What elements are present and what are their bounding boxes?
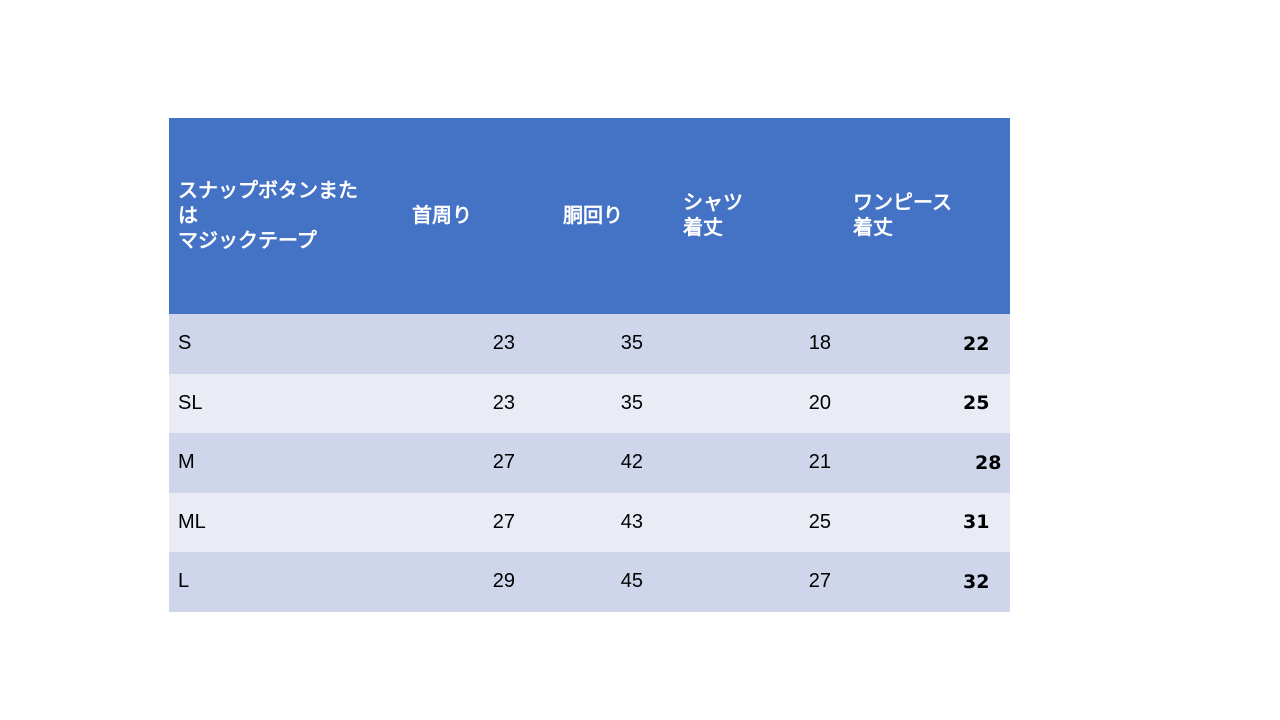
header-shirt-length: シャツ 着丈 — [683, 192, 743, 239]
cell-shirt-length: 27 — [808, 570, 831, 593]
cell-dress-length: 31 — [963, 511, 990, 534]
table-row: L 29 45 27 32 — [169, 552, 1010, 612]
cell-waist: 45 — [620, 570, 643, 593]
cell-size: M — [178, 451, 195, 474]
table-row: ML 27 43 25 31 — [169, 492, 1010, 552]
cell-waist: 42 — [620, 451, 643, 474]
cell-neck: 29 — [492, 570, 515, 593]
cell-dress-length: 22 — [963, 332, 990, 355]
cell-shirt-length: 25 — [808, 510, 831, 533]
cell-dress-length: 28 — [975, 451, 1002, 474]
cell-waist: 35 — [620, 391, 643, 414]
cell-neck: 27 — [492, 510, 515, 533]
table-row: M 27 42 21 28 — [169, 433, 1010, 493]
cell-neck: 27 — [492, 451, 515, 474]
cell-neck: 23 — [492, 391, 515, 414]
cell-dress-length: 32 — [963, 570, 990, 593]
cell-size: L — [178, 570, 190, 593]
cell-size: S — [178, 332, 192, 355]
header-closure-type: スナップボタンまた は マジックテープ — [178, 179, 358, 252]
header-waist: 胴回り — [563, 204, 623, 227]
header-dress-length: ワンピース 着丈 — [853, 192, 952, 239]
cell-waist: 35 — [620, 332, 643, 355]
table-header-row: スナップボタンまた は マジックテープ 首周り 胴回り シャツ 着丈 ワンピース… — [169, 118, 1010, 314]
cell-neck: 23 — [492, 332, 515, 355]
header-neck: 首周り — [412, 204, 472, 227]
cell-size: ML — [178, 510, 206, 533]
cell-shirt-length: 18 — [808, 332, 831, 355]
cell-shirt-length: 20 — [808, 391, 831, 414]
cell-size: SL — [178, 391, 203, 414]
table-row: SL 23 35 20 25 — [169, 373, 1010, 433]
cell-shirt-length: 21 — [808, 451, 831, 474]
size-chart-table: スナップボタンまた は マジックテープ 首周り 胴回り シャツ 着丈 ワンピース… — [169, 118, 1010, 612]
table-row: S 23 35 18 22 — [169, 314, 1010, 374]
cell-waist: 43 — [620, 510, 643, 533]
cell-dress-length: 25 — [963, 392, 990, 415]
